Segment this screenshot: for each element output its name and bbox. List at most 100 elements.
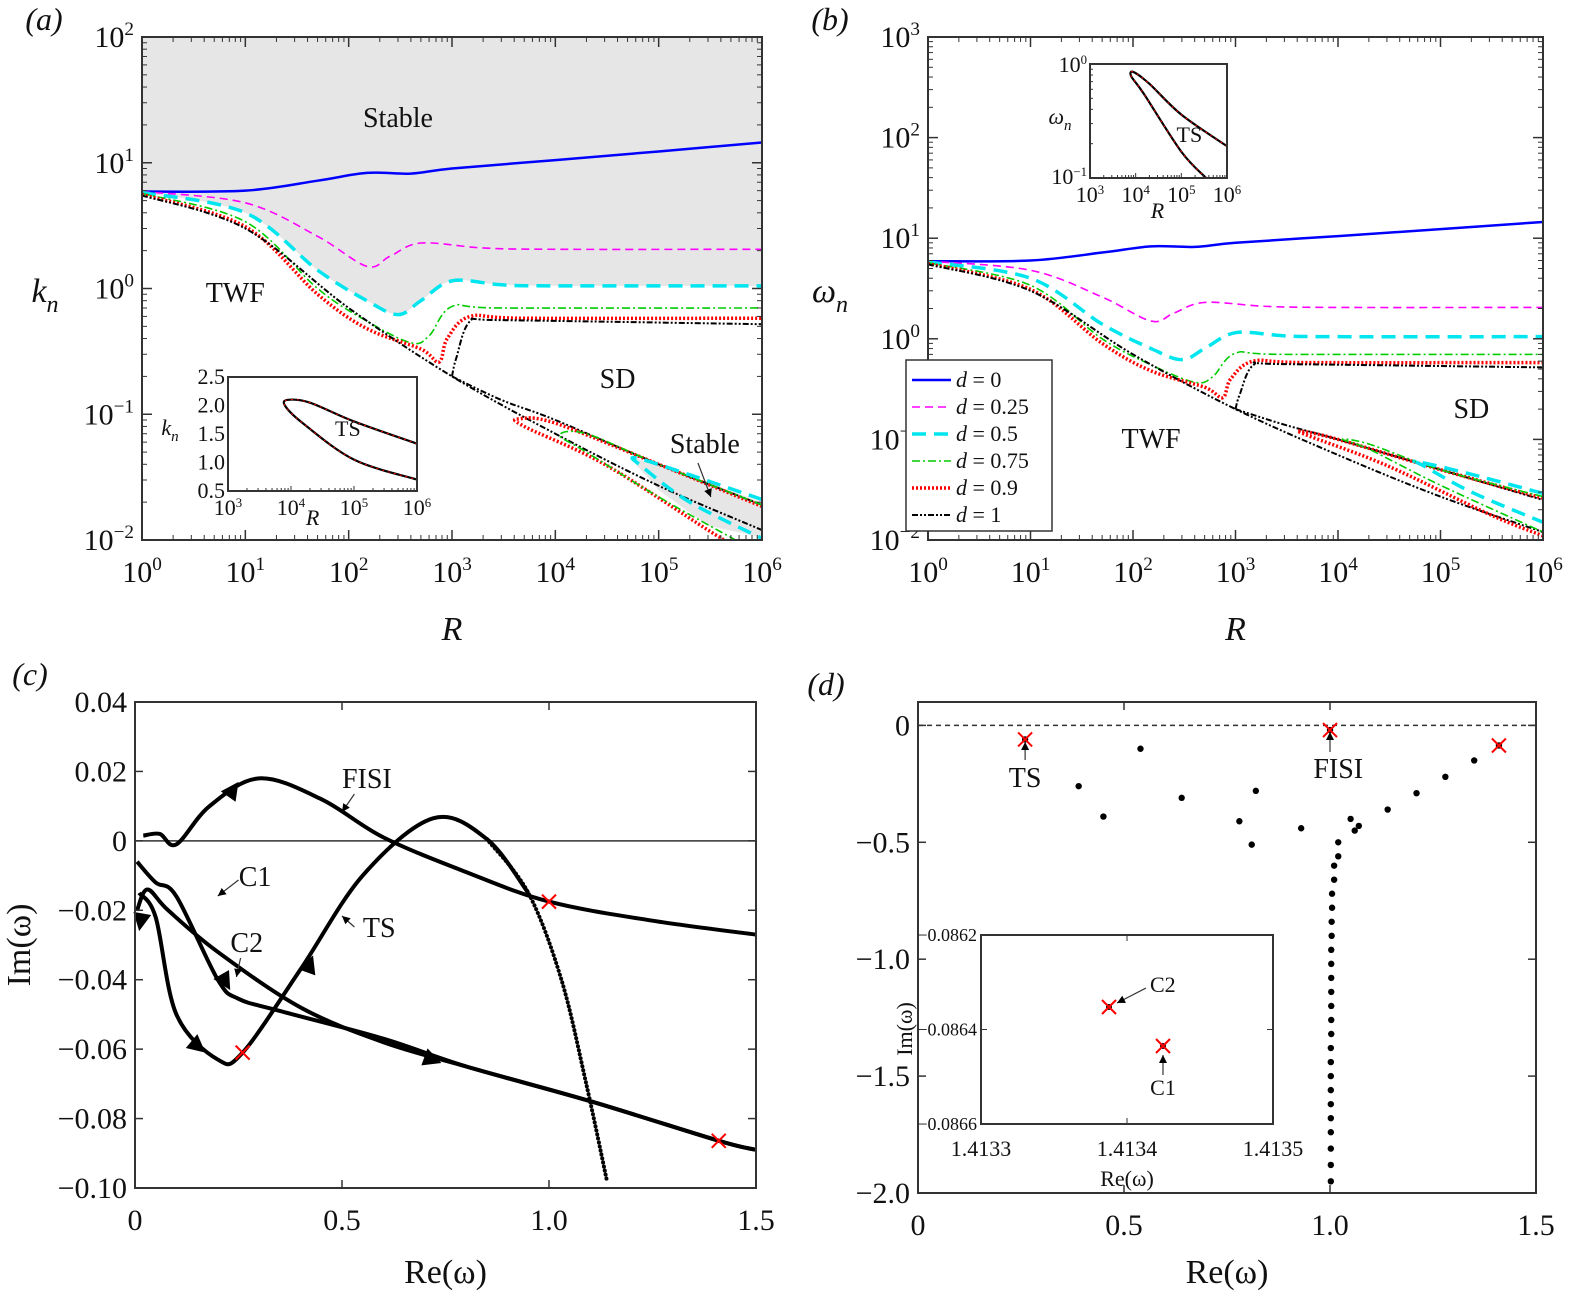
plot-frame — [134, 701, 757, 1189]
y-axis-label: ωn — [812, 273, 848, 318]
inset-frame — [980, 934, 1274, 1125]
eigenvalue-point — [1327, 1072, 1335, 1080]
trajectory-arrow — [421, 1048, 442, 1066]
inset-annotation-c2: C2 — [1150, 972, 1176, 997]
eigenvalue-point — [1328, 890, 1336, 897]
red-cross-marker — [1322, 722, 1338, 738]
curve-d09 — [928, 261, 1543, 400]
x-tick-label: 106 — [1523, 554, 1563, 589]
panel-c: 0 0.5 1.0 1.5 0.04 0.02 0 −0.02 −0.04 −0.06 −0.08 −… — [1, 656, 775, 1291]
inset-ts-curve — [282, 398, 417, 481]
x-tick-label: 101 — [1011, 554, 1051, 589]
annotation-twf: TWF — [206, 278, 265, 309]
y-tick-label: −0.02 — [58, 894, 127, 927]
eigenvalue-point — [1347, 815, 1354, 823]
y-tick-label: −0.08 — [58, 1103, 127, 1136]
y-tick-label: −2.0 — [856, 1177, 910, 1210]
eigenvalue-point — [1137, 745, 1144, 752]
y-tick-label: 102 — [880, 120, 920, 155]
eigenvalue-point — [1075, 782, 1082, 790]
eigenvalue-point — [1178, 794, 1185, 802]
y-tick-label: 10−2 — [84, 522, 134, 557]
inset-red-cross-c1 — [1155, 1038, 1171, 1054]
inset-y-tick-label: −0.0866 — [917, 1114, 977, 1134]
y-tick-label: 0.02 — [75, 755, 128, 788]
annotation-c2: C2 — [230, 928, 263, 959]
x-tick-label: 105 — [639, 554, 679, 589]
y-tick-label: −0.5 — [856, 826, 910, 859]
eigenvalue-point — [1328, 932, 1335, 940]
inset-x-tick-label: 1.4134 — [1097, 1136, 1158, 1161]
eigenvalue-point — [1351, 827, 1358, 834]
inset-x-tick-label: 1.4133 — [951, 1136, 1012, 1161]
inset-x-label: Re(ω) — [1100, 1166, 1154, 1191]
eigenvalue-point — [1252, 787, 1260, 795]
legend-entry: d = 1 — [956, 502, 1001, 527]
y-tick-label: −1.0 — [856, 943, 910, 976]
curve-c1 — [135, 860, 756, 1152]
y-tick-label: 102 — [94, 19, 134, 54]
x-tick-label: 1.0 — [530, 1204, 568, 1237]
panel-label: (d) — [807, 666, 844, 702]
eigenvalue-point — [1327, 1086, 1335, 1094]
x-tick-label: 104 — [536, 554, 576, 589]
eigenvalue-point — [1327, 1114, 1335, 1122]
plot-frame — [917, 701, 1537, 1194]
curve-d1 — [928, 263, 1543, 533]
trajectory-arrow — [185, 1034, 206, 1053]
curve-d025 — [928, 260, 1543, 323]
curve-dotted-branch — [484, 837, 609, 1184]
eigenvalue-point — [1328, 904, 1336, 911]
eigenvalue-point — [1327, 1100, 1335, 1108]
inset-y-tick-label: −0.0862 — [917, 925, 977, 945]
inset-x-tick-label: 106 — [403, 495, 432, 520]
y-axis-label: Im(ω) — [1, 904, 38, 987]
inset-y-tick-label: 100 — [1059, 52, 1087, 77]
inset-x-label: R — [1150, 198, 1165, 223]
y-tick-label: 10−1 — [84, 396, 134, 431]
annotation-arrow-head — [1326, 732, 1334, 740]
inset-x-tick-label: 105 — [1167, 182, 1195, 207]
curve-d025 — [142, 190, 762, 268]
trajectory-arrow — [298, 955, 316, 976]
x-tick-label: 0.5 — [323, 1204, 361, 1237]
x-tick-label: 105 — [1421, 554, 1461, 589]
annotation-arrow-head — [704, 488, 712, 497]
ts-branch-curve — [630, 455, 762, 540]
inset-y-tick-label: 2.5 — [198, 364, 226, 389]
annotation-arrow-head — [1117, 995, 1126, 1003]
inset-y-tick-label: 1.0 — [198, 450, 226, 475]
y-axis-label: kn — [31, 273, 58, 318]
legend-entry: d = 0.25 — [956, 394, 1029, 419]
y-tick-label: 103 — [880, 19, 920, 54]
y-tick-label: −0.10 — [58, 1172, 127, 1205]
inset-ts-curve-overlay — [1129, 71, 1227, 178]
inset-x-tick-label: 104 — [1121, 182, 1150, 207]
x-tick-label: 102 — [1113, 554, 1153, 589]
eigenvalue-point — [1328, 918, 1335, 925]
inset-x-tick-label: 1.4135 — [1243, 1136, 1304, 1161]
annotation-sd: SD — [1453, 394, 1489, 425]
inset-red-cross-c2 — [1101, 999, 1117, 1015]
curve-d05 — [142, 190, 762, 317]
annotation-ts: TS — [363, 913, 396, 944]
eigenvalue-point — [1327, 1058, 1335, 1066]
x-tick-label: 103 — [432, 554, 472, 589]
x-tick-label: 106 — [742, 554, 782, 589]
ts-branch-curve — [451, 375, 762, 506]
annotation-stable: Stable — [363, 103, 433, 134]
x-axis-label: R — [441, 611, 463, 648]
curve-d0 — [928, 220, 1543, 263]
eigenvalue-point — [1355, 822, 1363, 830]
red-cross-marker — [1017, 731, 1033, 748]
annotation-arrow-head — [342, 803, 350, 812]
inset-y-tick-label: 1.5 — [198, 421, 226, 446]
trajectory-arrow — [213, 970, 231, 991]
inset-x-tick-label: 103 — [214, 495, 242, 520]
legend-entry: d = 0.75 — [956, 448, 1029, 473]
inset-annotation-ts: TS — [335, 416, 361, 441]
x-tick-label: 1.5 — [1517, 1209, 1555, 1242]
red-cross-marker — [234, 1044, 251, 1061]
inset-frame — [227, 376, 418, 492]
eigenvalue-point — [1442, 773, 1449, 781]
